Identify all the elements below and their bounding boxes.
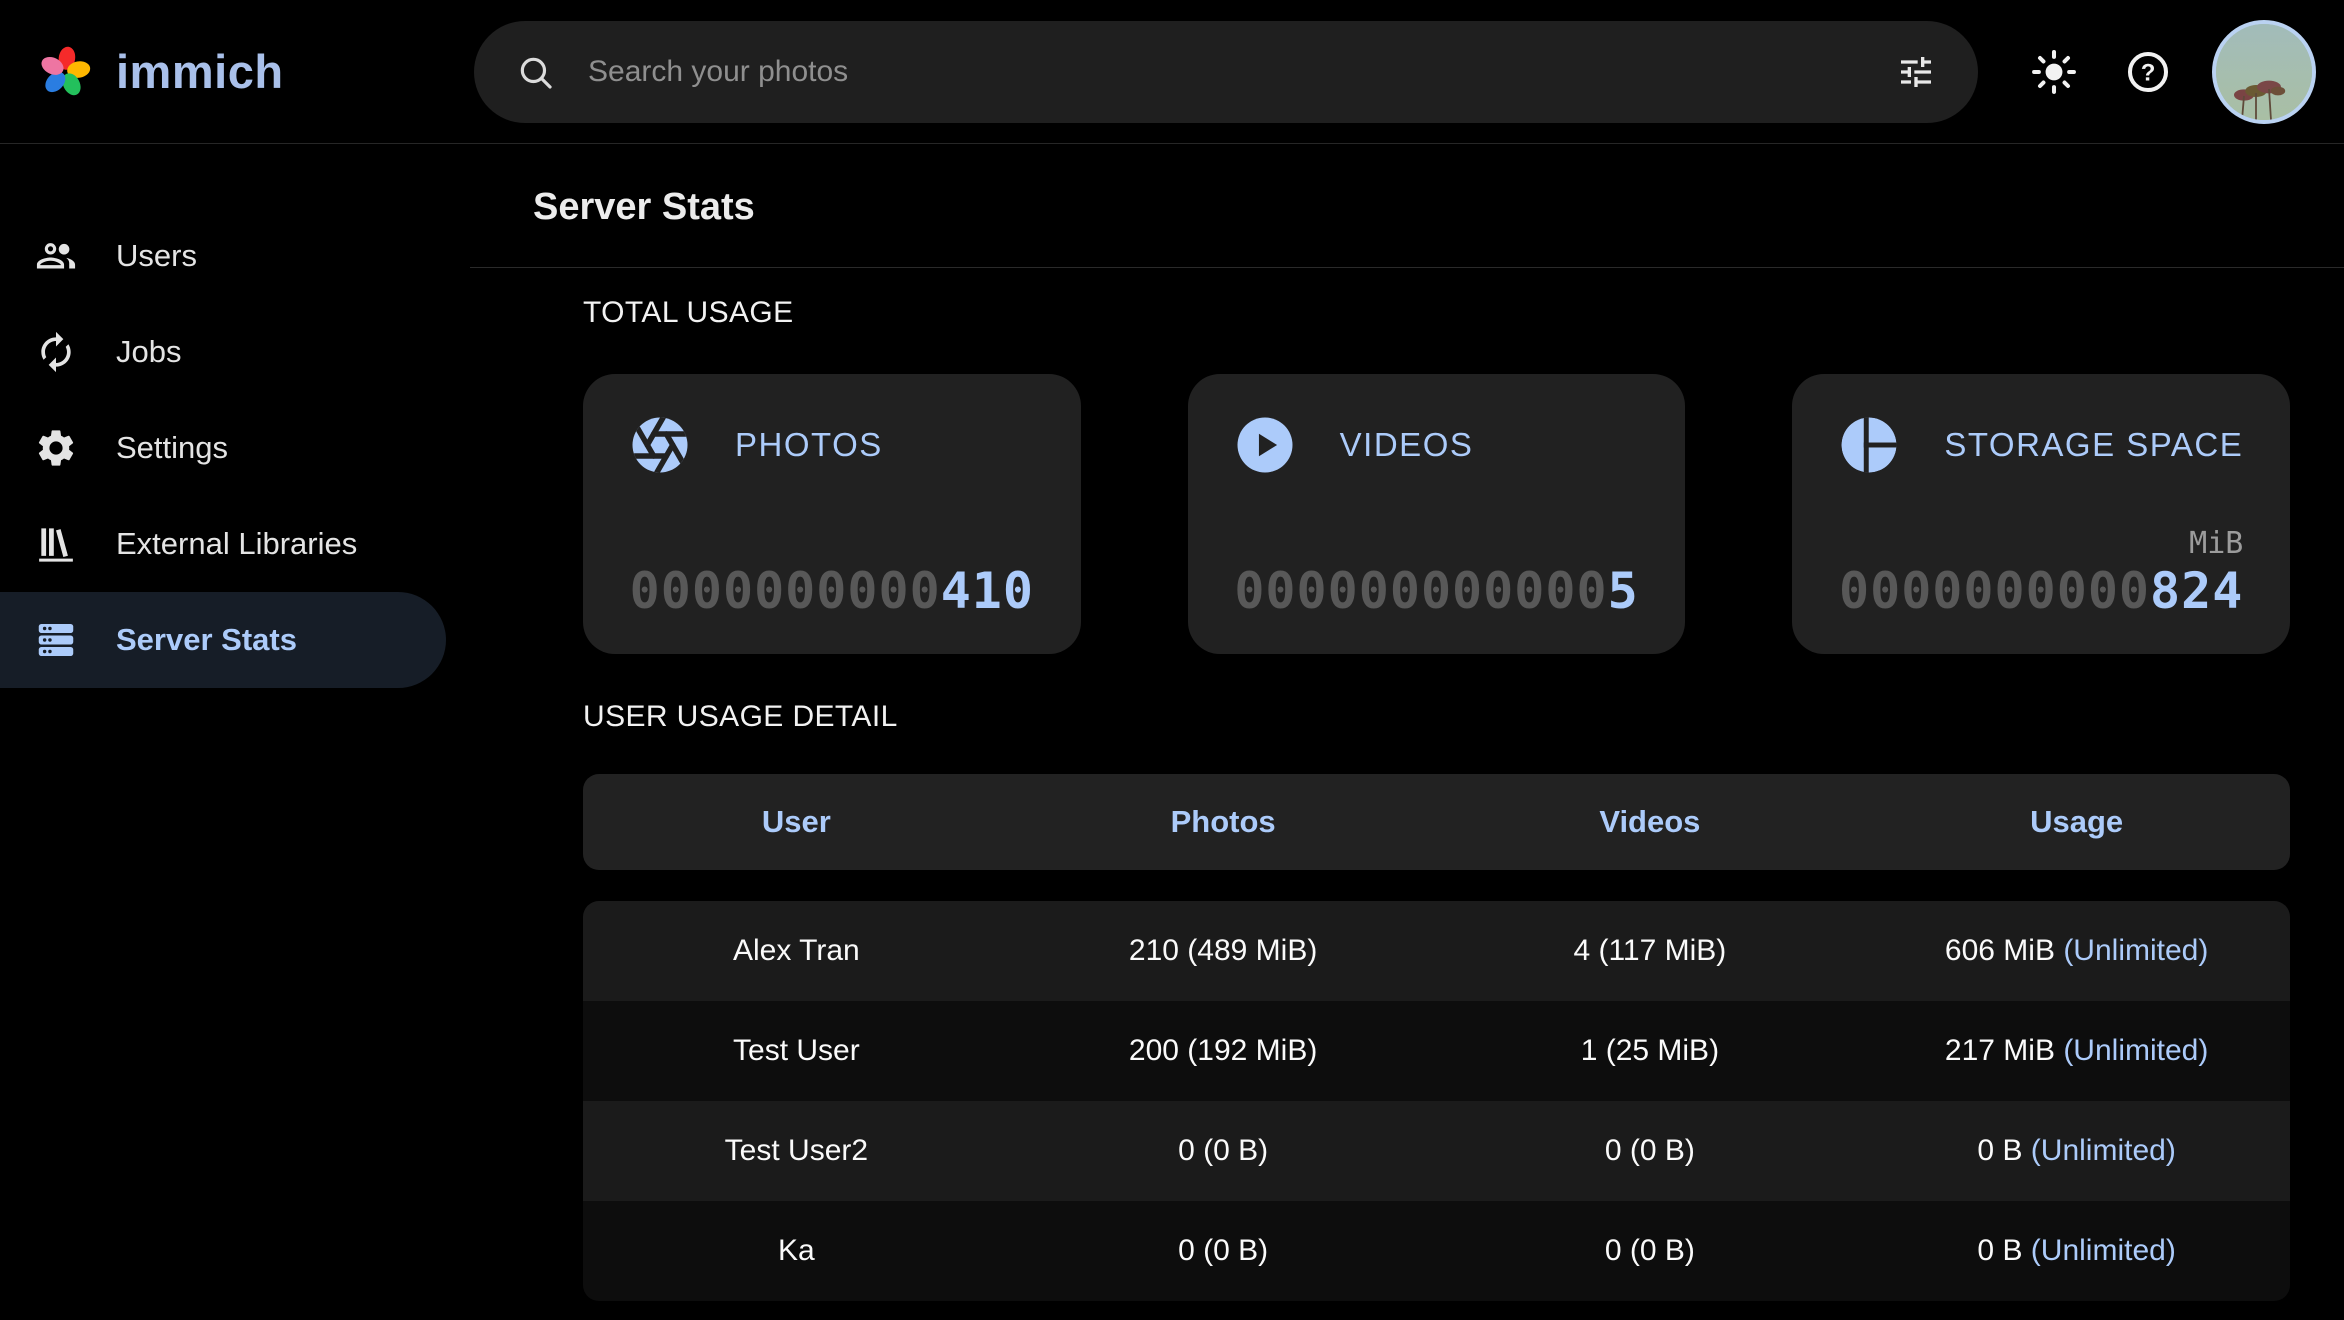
user-usage-heading: USER USAGE DETAIL: [583, 700, 898, 733]
main-content: Server Stats TOTAL USAGE P: [470, 144, 2344, 1320]
total-usage-heading: TOTAL USAGE: [583, 296, 794, 329]
sidebar-item-label: Server Stats: [116, 622, 297, 657]
page-header: Server Stats: [470, 144, 2344, 268]
stat-value: 5: [1607, 562, 1639, 620]
cell-usage: 606 MiB (Unlimited): [1944, 934, 2209, 967]
column-header-usage: Usage: [2030, 804, 2124, 839]
cell-videos: 0 (0 B): [1604, 1134, 1695, 1167]
cell-photos: 0 (0 B): [1178, 1234, 1269, 1267]
cell-usage: 217 MiB (Unlimited): [1944, 1034, 2209, 1067]
users-icon: [36, 243, 76, 269]
stat-card-label: STORAGE SPACE: [1944, 426, 2244, 463]
settings-gear-icon: [38, 430, 74, 466]
stat-card-number: 0000000000410: [630, 562, 1034, 620]
cell-user: Ka: [778, 1234, 815, 1267]
column-header-photos: Photos: [1170, 804, 1276, 839]
sidebar-item-label: Users: [116, 238, 197, 273]
cell-usage: 0 B (Unlimited): [1977, 1134, 2176, 1167]
stat-card-videos: VIDEOS 0000000000005: [1187, 374, 1686, 654]
cell-user: Test User2: [724, 1134, 869, 1167]
sidebar-item-settings[interactable]: Settings: [0, 400, 446, 496]
sidebar-item-external-libraries[interactable]: External Libraries: [0, 496, 446, 592]
search-icon: [516, 53, 554, 91]
table-row: Test User 200 (192 MiB) 1 (25 MiB) 217 M…: [583, 1001, 2290, 1101]
stat-value: 824: [2150, 562, 2244, 620]
table-row: Alex Tran 210 (489 MiB) 4 (117 MiB) 606 …: [583, 901, 2290, 1001]
jobs-sync-icon: [41, 331, 71, 373]
quota-label: (Unlimited): [2030, 1134, 2176, 1167]
cell-photos: 210 (489 MiB): [1128, 934, 1318, 967]
cell-photos: 200 (192 MiB): [1128, 1034, 1318, 1067]
search-filter-button[interactable]: [1896, 52, 1936, 92]
stat-card-label: PHOTOS: [735, 426, 883, 463]
sidebar-item-jobs[interactable]: Jobs: [0, 304, 446, 400]
external-libraries-icon: [39, 528, 73, 562]
immich-flower-icon: [41, 46, 91, 95]
app-body: Users Jobs Settings External Libraries: [0, 144, 2344, 1320]
stat-card-number: 0000000000005: [1234, 562, 1638, 620]
question-mark-icon: ?: [2127, 51, 2169, 92]
column-header-user: User: [761, 804, 831, 839]
cell-usage: 0 B (Unlimited): [1977, 1234, 2176, 1267]
stats-cards: PHOTOS 0000000000410 VIDEOS 000000000000…: [583, 374, 2291, 654]
cell-videos: 0 (0 B): [1604, 1234, 1695, 1267]
app-title: immich: [116, 45, 284, 98]
cell-videos: 4 (117 MiB): [1573, 934, 1727, 967]
server-stats-icon: [38, 624, 74, 656]
quota-label: (Unlimited): [2063, 1034, 2209, 1067]
cell-user: Alex Tran: [733, 934, 860, 967]
stat-card-photos: PHOTOS 0000000000410: [583, 374, 1081, 654]
top-bar-actions: ?: [2024, 19, 2316, 124]
sidebar-item-users[interactable]: Users: [0, 208, 446, 304]
top-bar: immich: [0, 0, 2344, 144]
user-avatar[interactable]: [2212, 19, 2316, 124]
tune-filter-icon: [1901, 56, 1931, 87]
stat-card-unit: MiB: [2189, 525, 2244, 561]
help-button[interactable]: ?: [2118, 42, 2178, 102]
play-icon: [1237, 417, 1293, 473]
stat-card-number: MiB 0000000000824: [1839, 525, 2243, 621]
usage-table-body: Alex Tran 210 (489 MiB) 4 (117 MiB) 606 …: [583, 901, 2290, 1301]
svg-text:?: ?: [2141, 59, 2156, 86]
sidebar: Users Jobs Settings External Libraries: [0, 144, 470, 1320]
quota-label: (Unlimited): [2063, 934, 2209, 967]
search-bar: [474, 20, 1978, 123]
sun-icon: [2032, 49, 2076, 94]
cell-videos: 1 (25 MiB): [1580, 1034, 1720, 1067]
sidebar-item-label: Settings: [116, 430, 229, 465]
pie-chart-icon: [1841, 417, 1897, 473]
column-header-videos: Videos: [1599, 804, 1701, 839]
app-logo[interactable]: immich: [36, 43, 474, 101]
quota-label: (Unlimited): [2030, 1234, 2176, 1267]
stat-card-storage-space: STORAGE SPACE MiB 0000000000824: [1792, 374, 2291, 654]
server-stats-content: TOTAL USAGE PHOTOS 0000000: [470, 268, 2344, 1301]
sidebar-item-label: External Libraries: [116, 526, 358, 561]
theme-toggle-button[interactable]: [2024, 42, 2084, 102]
stat-value: 410: [940, 562, 1034, 620]
stat-zero-pad: 0000000000: [1839, 562, 2151, 620]
stat-zero-pad: 000000000000: [1234, 562, 1608, 620]
stat-zero-pad: 0000000000: [629, 562, 941, 620]
stat-card-label: VIDEOS: [1339, 426, 1474, 463]
sidebar-item-label: Jobs: [116, 334, 182, 369]
table-row: Test User2 0 (0 B) 0 (0 B) 0 B (Unlimite…: [583, 1101, 2290, 1201]
search-input[interactable]: [586, 53, 1864, 90]
aperture-icon: [632, 417, 688, 473]
sidebar-item-server-stats[interactable]: Server Stats: [0, 592, 446, 688]
cell-user: Test User: [733, 1034, 860, 1067]
table-row: Ka 0 (0 B) 0 (0 B) 0 B (Unlimited): [583, 1201, 2290, 1301]
usage-table-header-row: User Photos Videos Usage: [583, 774, 2290, 870]
cell-photos: 0 (0 B): [1178, 1134, 1269, 1167]
page-title: Server Stats: [533, 186, 755, 228]
avatar-photo: [2216, 23, 2312, 120]
